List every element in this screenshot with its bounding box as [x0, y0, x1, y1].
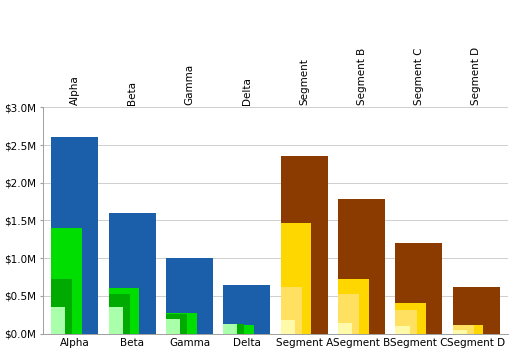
- Bar: [51, 307, 65, 334]
- Bar: [453, 330, 467, 334]
- Bar: [338, 279, 369, 334]
- Bar: [108, 307, 123, 334]
- Bar: [224, 324, 245, 334]
- Bar: [166, 313, 196, 334]
- Bar: [166, 258, 213, 334]
- Bar: [281, 320, 295, 334]
- Bar: [281, 223, 311, 334]
- Bar: [108, 288, 139, 334]
- Bar: [108, 213, 156, 334]
- Bar: [453, 287, 500, 334]
- Bar: [338, 199, 385, 334]
- Bar: [166, 314, 187, 334]
- Bar: [395, 303, 426, 334]
- Bar: [224, 324, 237, 334]
- Bar: [395, 309, 416, 334]
- Bar: [224, 325, 254, 334]
- Bar: [281, 156, 328, 334]
- Bar: [224, 285, 270, 334]
- Bar: [281, 287, 302, 334]
- Bar: [338, 323, 352, 334]
- Bar: [395, 326, 410, 334]
- Bar: [108, 294, 130, 334]
- Bar: [453, 325, 483, 334]
- Bar: [51, 138, 98, 334]
- Bar: [338, 294, 359, 334]
- Bar: [453, 325, 474, 334]
- Bar: [51, 228, 82, 334]
- Bar: [51, 279, 72, 334]
- Bar: [166, 319, 180, 334]
- Bar: [395, 243, 443, 334]
